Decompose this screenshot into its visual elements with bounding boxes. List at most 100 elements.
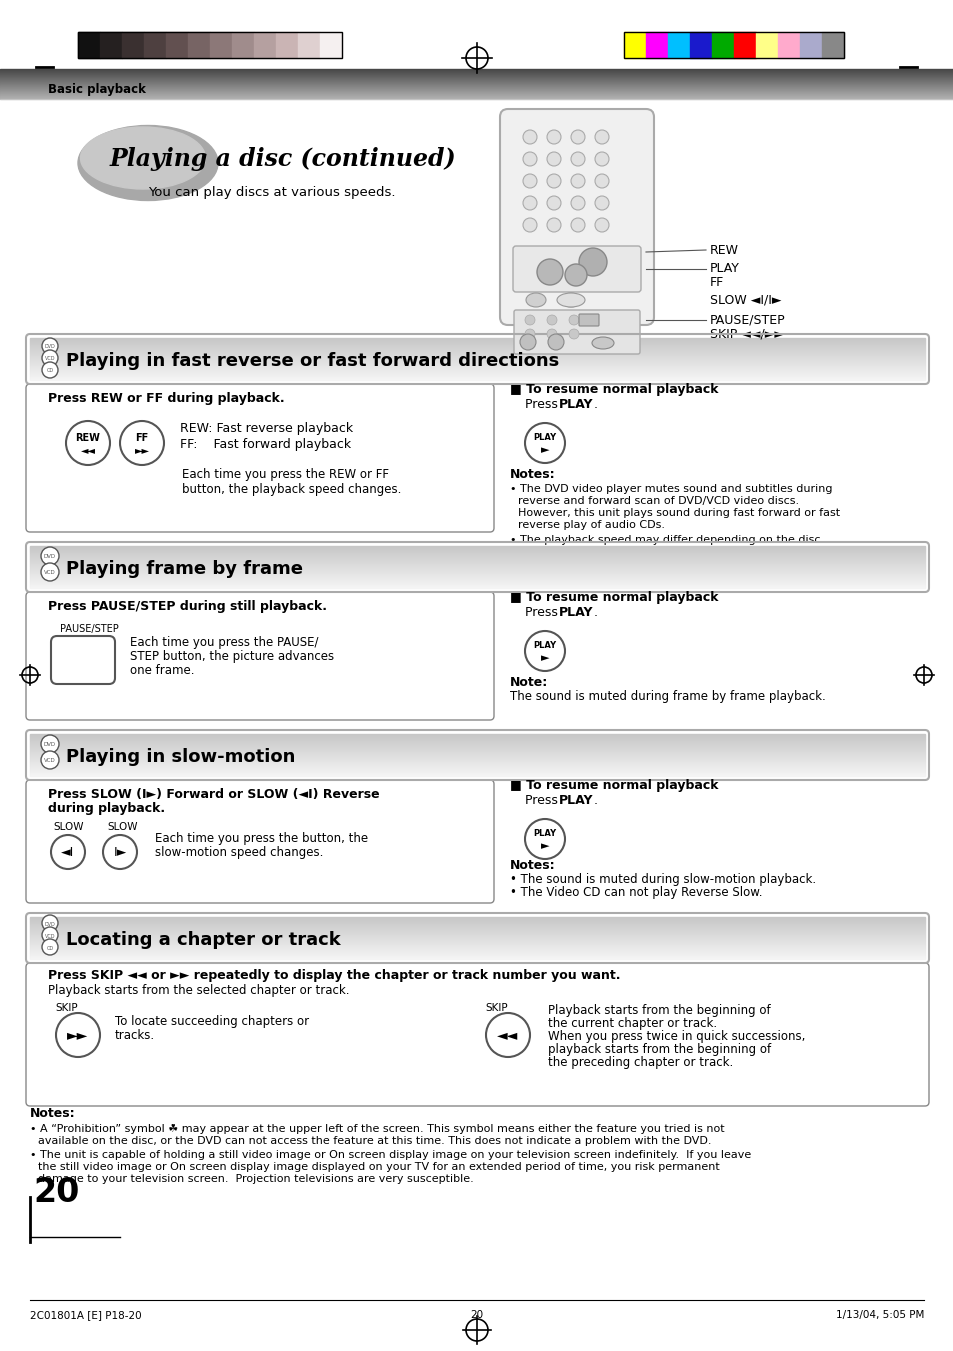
Circle shape bbox=[571, 130, 584, 145]
Circle shape bbox=[568, 330, 578, 339]
Circle shape bbox=[564, 263, 586, 286]
Text: REW: Fast reverse playback: REW: Fast reverse playback bbox=[180, 422, 353, 435]
Text: playback starts from the beginning of: playback starts from the beginning of bbox=[547, 1043, 770, 1056]
Circle shape bbox=[41, 751, 59, 769]
Text: ■ To resume normal playback: ■ To resume normal playback bbox=[510, 590, 718, 604]
Text: SKIP: SKIP bbox=[55, 1002, 77, 1013]
Bar bbox=[645, 32, 667, 58]
Bar bbox=[821, 32, 843, 58]
Text: PLAY: PLAY bbox=[533, 830, 556, 839]
Bar bbox=[623, 32, 843, 58]
Circle shape bbox=[546, 330, 557, 339]
Text: When you press twice in quick successions,: When you press twice in quick succession… bbox=[547, 1029, 804, 1043]
Text: VCD: VCD bbox=[45, 357, 55, 362]
Text: the still video image or On screen display image displayed on your TV for an ext: the still video image or On screen displ… bbox=[38, 1162, 719, 1173]
Ellipse shape bbox=[80, 127, 205, 189]
Text: PAUSE/STEP: PAUSE/STEP bbox=[709, 313, 785, 327]
Circle shape bbox=[524, 631, 564, 671]
Circle shape bbox=[546, 196, 560, 209]
Text: Press: Press bbox=[524, 399, 561, 411]
Circle shape bbox=[522, 130, 537, 145]
Bar bbox=[297, 32, 319, 58]
Circle shape bbox=[546, 153, 560, 166]
Bar bbox=[800, 32, 821, 58]
FancyBboxPatch shape bbox=[26, 592, 494, 720]
Text: However, this unit plays sound during fast forward or fast: However, this unit plays sound during fa… bbox=[517, 508, 840, 517]
Circle shape bbox=[595, 174, 608, 188]
Circle shape bbox=[519, 334, 536, 350]
Text: ■ To resume normal playback: ■ To resume normal playback bbox=[510, 780, 718, 792]
Text: tracks.: tracks. bbox=[115, 1029, 155, 1042]
Text: Press REW or FF during playback.: Press REW or FF during playback. bbox=[48, 392, 284, 405]
Text: PLAY: PLAY bbox=[533, 434, 556, 443]
Text: .: . bbox=[594, 794, 598, 807]
Bar bbox=[210, 32, 232, 58]
Circle shape bbox=[578, 249, 606, 276]
Text: slow-motion speed changes.: slow-motion speed changes. bbox=[154, 846, 323, 859]
Ellipse shape bbox=[557, 293, 584, 307]
Text: • The playback speed may differ depending on the disc.: • The playback speed may differ dependin… bbox=[510, 535, 823, 544]
Text: ■ To resume normal playback: ■ To resume normal playback bbox=[510, 382, 718, 396]
Circle shape bbox=[66, 422, 110, 465]
Text: ►: ► bbox=[540, 653, 549, 663]
Text: button, the playback speed changes.: button, the playback speed changes. bbox=[182, 484, 401, 496]
Text: Each time you press the REW or FF: Each time you press the REW or FF bbox=[182, 467, 389, 481]
Text: Playing frame by frame: Playing frame by frame bbox=[66, 561, 303, 578]
Circle shape bbox=[42, 927, 58, 943]
Circle shape bbox=[41, 735, 59, 753]
Text: FF:    Fast forward playback: FF: Fast forward playback bbox=[180, 438, 351, 451]
Text: To locate succeeding chapters or: To locate succeeding chapters or bbox=[115, 1015, 309, 1028]
FancyBboxPatch shape bbox=[26, 963, 928, 1106]
Circle shape bbox=[522, 153, 537, 166]
Text: CD: CD bbox=[47, 369, 53, 373]
Text: 20: 20 bbox=[470, 1310, 483, 1320]
Bar bbox=[275, 32, 297, 58]
Circle shape bbox=[571, 218, 584, 232]
Text: the current chapter or track.: the current chapter or track. bbox=[547, 1017, 717, 1029]
Circle shape bbox=[547, 334, 563, 350]
Circle shape bbox=[546, 174, 560, 188]
Circle shape bbox=[524, 819, 564, 859]
Text: reverse and forward scan of DVD/VCD video discs.: reverse and forward scan of DVD/VCD vide… bbox=[517, 496, 799, 507]
Circle shape bbox=[595, 196, 608, 209]
Text: SLOW: SLOW bbox=[53, 821, 84, 832]
Bar bbox=[188, 32, 210, 58]
Text: .: . bbox=[594, 399, 598, 411]
Bar bbox=[122, 32, 144, 58]
Text: SKIP: SKIP bbox=[484, 1002, 507, 1013]
Text: Press SKIP ◄◄ or ►► repeatedly to display the chapter or track number you want.: Press SKIP ◄◄ or ►► repeatedly to displa… bbox=[48, 969, 619, 982]
FancyBboxPatch shape bbox=[513, 246, 640, 292]
Text: SLOW ◄I/I►: SLOW ◄I/I► bbox=[709, 293, 781, 307]
Text: ►: ► bbox=[540, 842, 549, 851]
Bar bbox=[253, 32, 275, 58]
Text: SKIP ◄◄/►►: SKIP ◄◄/►► bbox=[709, 327, 783, 340]
Text: You can play discs at various speeds.: You can play discs at various speeds. bbox=[148, 186, 395, 199]
Text: ►►: ►► bbox=[134, 444, 150, 455]
Text: VCD: VCD bbox=[44, 758, 56, 763]
Text: ◄I: ◄I bbox=[61, 846, 74, 858]
Text: 2C01801A [E] P18-20: 2C01801A [E] P18-20 bbox=[30, 1310, 141, 1320]
Text: • The Video CD can not play Reverse Slow.: • The Video CD can not play Reverse Slow… bbox=[510, 886, 761, 898]
Circle shape bbox=[571, 196, 584, 209]
Bar bbox=[667, 32, 689, 58]
Text: one frame.: one frame. bbox=[130, 663, 194, 677]
FancyBboxPatch shape bbox=[51, 636, 115, 684]
Text: ◄◄: ◄◄ bbox=[80, 444, 95, 455]
Circle shape bbox=[595, 130, 608, 145]
Circle shape bbox=[522, 196, 537, 209]
Text: • The DVD video player mutes sound and subtitles during: • The DVD video player mutes sound and s… bbox=[510, 484, 832, 494]
Text: PLAY: PLAY bbox=[709, 262, 740, 276]
Ellipse shape bbox=[525, 293, 545, 307]
Circle shape bbox=[537, 259, 562, 285]
Text: DVD: DVD bbox=[45, 345, 55, 350]
Bar bbox=[78, 32, 341, 58]
Text: SLOW: SLOW bbox=[107, 821, 137, 832]
Text: Notes:: Notes: bbox=[30, 1106, 75, 1120]
FancyBboxPatch shape bbox=[578, 313, 598, 326]
Text: reverse play of audio CDs.: reverse play of audio CDs. bbox=[517, 520, 664, 530]
Text: DVD: DVD bbox=[44, 554, 56, 559]
Circle shape bbox=[522, 218, 537, 232]
Text: Notes:: Notes: bbox=[510, 467, 555, 481]
Text: Basic playback: Basic playback bbox=[48, 82, 146, 96]
Circle shape bbox=[42, 350, 58, 366]
